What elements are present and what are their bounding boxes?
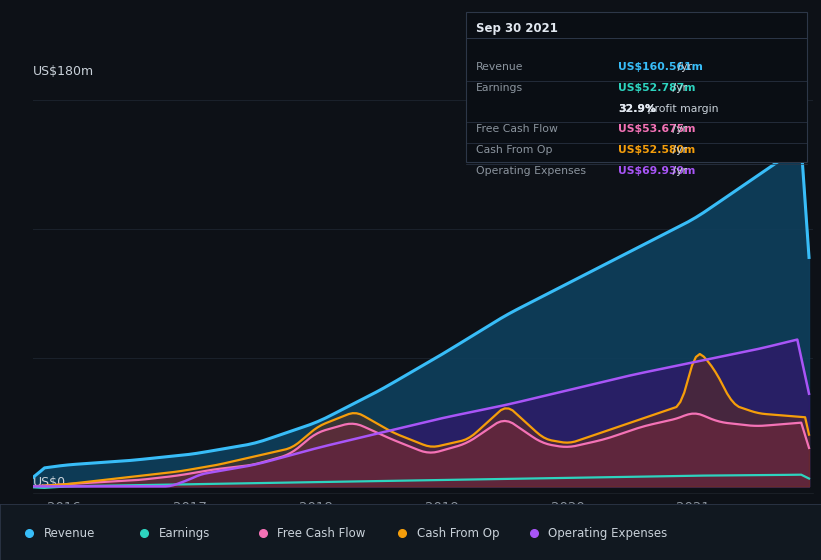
Text: Cash From Op: Cash From Op: [476, 145, 553, 155]
Text: profit margin: profit margin: [644, 104, 718, 114]
Text: Sep 30 2021: Sep 30 2021: [476, 22, 558, 35]
Text: US$52.580m: US$52.580m: [618, 145, 695, 155]
Text: Earnings: Earnings: [158, 526, 210, 540]
Text: /yr: /yr: [674, 62, 692, 72]
Text: /yr: /yr: [669, 145, 687, 155]
Text: Free Cash Flow: Free Cash Flow: [476, 124, 558, 134]
Text: 32.9%: 32.9%: [618, 104, 656, 114]
Text: Revenue: Revenue: [476, 62, 524, 72]
Text: Cash From Op: Cash From Op: [417, 526, 499, 540]
Text: US$53.675m: US$53.675m: [618, 124, 695, 134]
Text: Earnings: Earnings: [476, 83, 523, 93]
Text: US$160.561m: US$160.561m: [618, 62, 703, 72]
Text: US$180m: US$180m: [33, 64, 94, 77]
Text: US$0: US$0: [33, 476, 66, 489]
Text: Operating Expenses: Operating Expenses: [476, 166, 586, 176]
Text: US$52.787m: US$52.787m: [618, 83, 695, 93]
Text: US$69.939m: US$69.939m: [618, 166, 695, 176]
Text: Free Cash Flow: Free Cash Flow: [277, 526, 366, 540]
Text: /yr: /yr: [669, 124, 687, 134]
Text: Operating Expenses: Operating Expenses: [548, 526, 667, 540]
Text: /yr: /yr: [669, 83, 687, 93]
Text: Revenue: Revenue: [44, 526, 95, 540]
Text: /yr: /yr: [669, 166, 687, 176]
Text: 32.9%: 32.9%: [618, 104, 656, 114]
